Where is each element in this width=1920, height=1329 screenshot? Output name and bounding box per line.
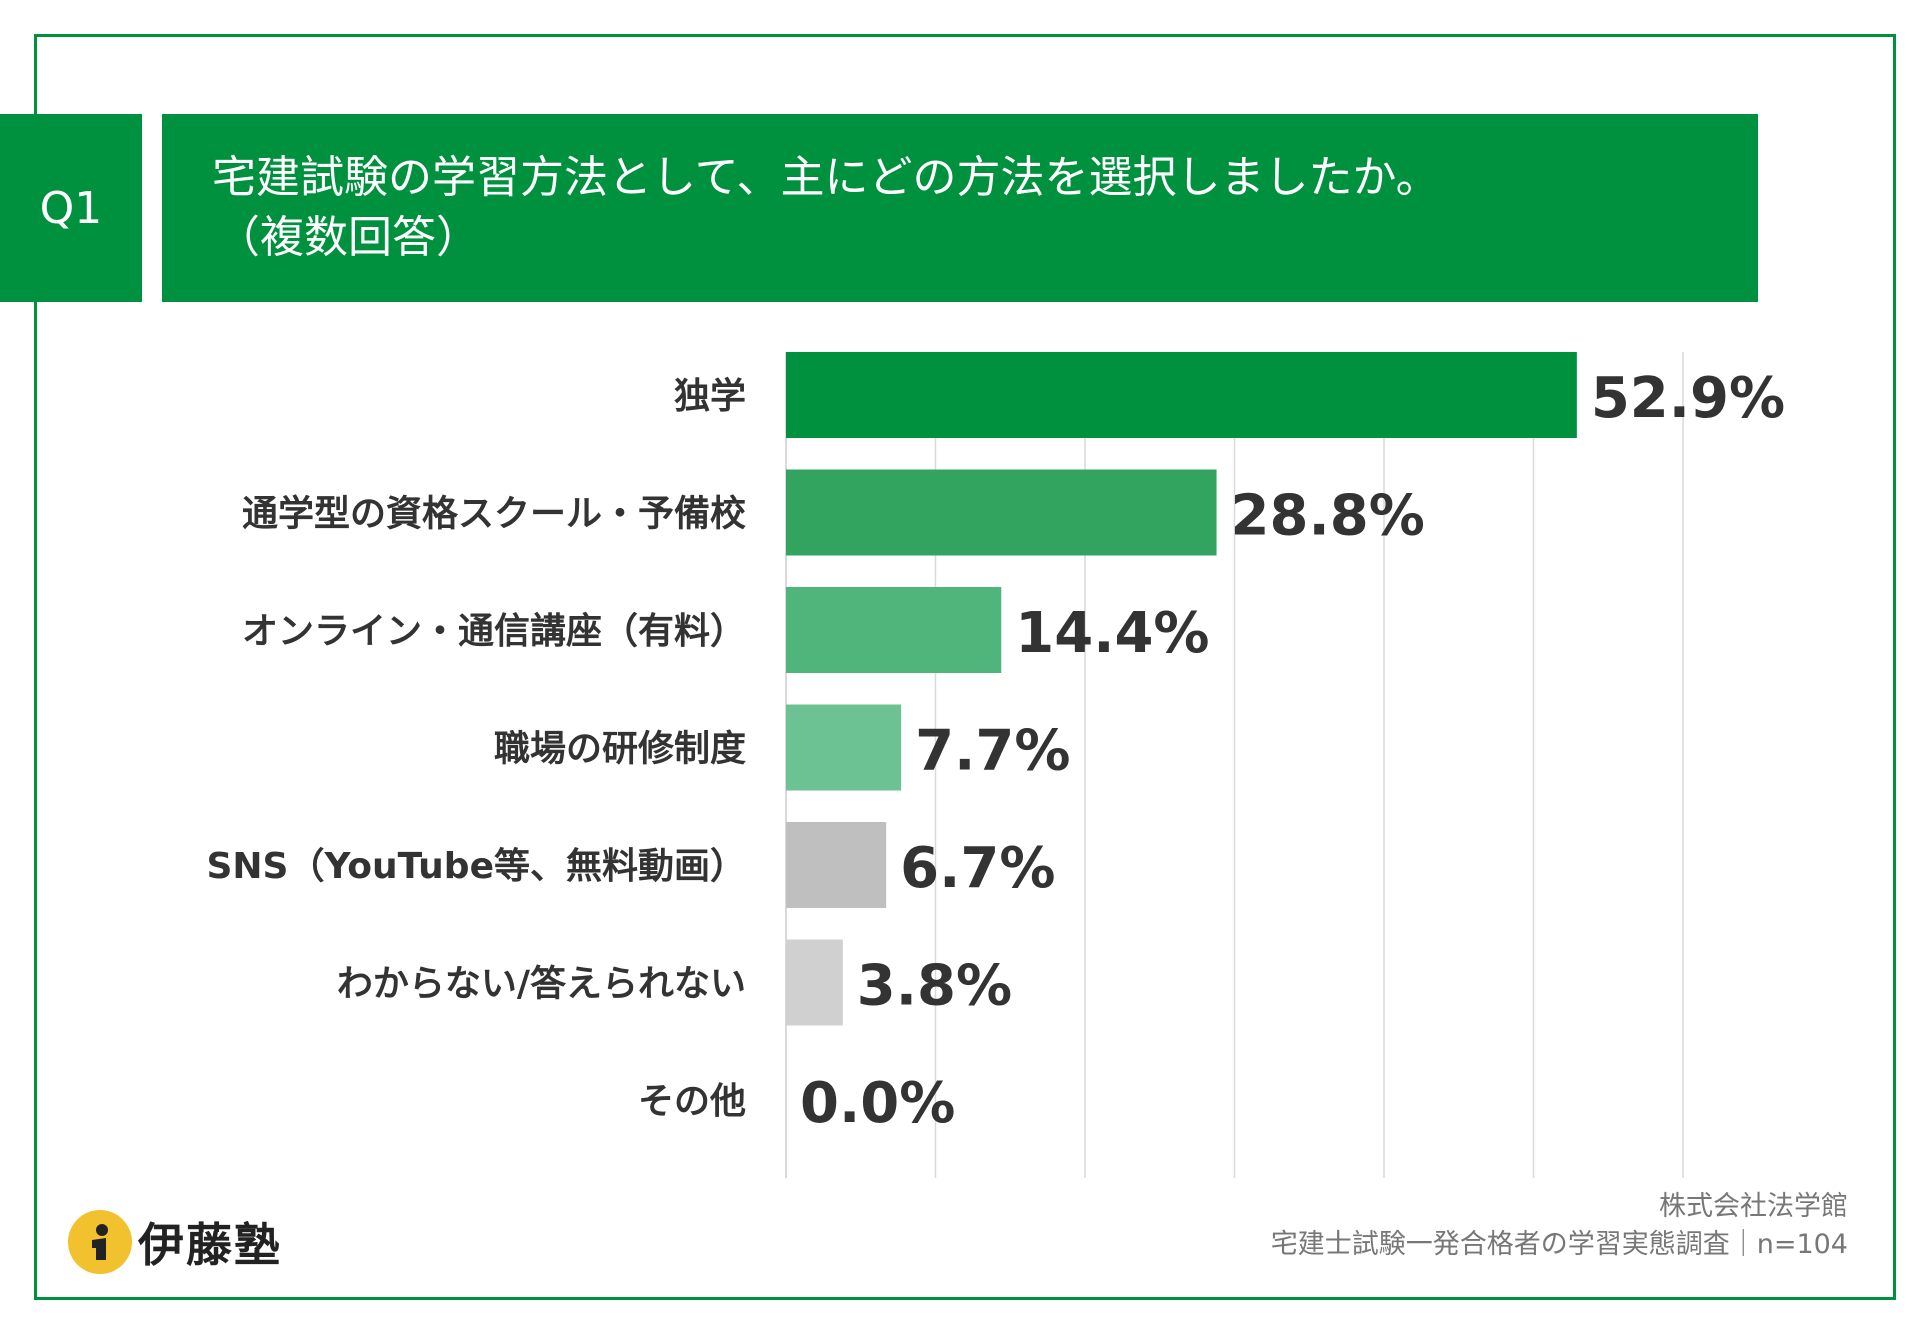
category-label-5: わからない/答えられない [337, 964, 746, 1005]
category-label-4: SNS（YouTube等、無料動画） [206, 846, 746, 887]
source-company: 株式会社法学館 [1659, 1191, 1848, 1222]
value-label-0: 52.9% [1591, 366, 1785, 431]
category-label-3: 職場の研修制度 [494, 729, 746, 770]
value-label-1: 28.8% [1231, 484, 1425, 549]
category-label-6: その他 [638, 1081, 746, 1122]
itojuku-logo-icon [68, 1210, 132, 1274]
brand-logo: 伊藤塾 [66, 1208, 282, 1276]
brand-name: 伊藤塾 [138, 1218, 282, 1272]
category-label-1: 通学型の資格スクール・予備校 [242, 493, 746, 535]
bar-5 [786, 939, 843, 1026]
category-label-2: オンライン・通信講座（有料） [242, 610, 746, 652]
chart-frame [34, 34, 1896, 1300]
bars [786, 352, 1577, 1026]
value-label-4: 6.7% [900, 836, 1055, 901]
question-banner: 宅建試験の学習方法として、主にどの方法を選択しましたか。 （複数回答） [162, 114, 1758, 302]
bar-3 [786, 704, 902, 791]
bar-4 [786, 822, 887, 908]
bar-2 [786, 587, 1002, 673]
bar-0 [786, 352, 1577, 438]
question-text: 宅建試験の学習方法として、主にどの方法を選択しましたか。 [212, 152, 1440, 203]
question-badge: Q1 [0, 114, 142, 302]
question-note: （複数回答） [216, 212, 480, 263]
labels: 独学 52.9% 通学型の資格スクール・予備校 28.8% オンライン・通信講座（有料）… [206, 366, 1785, 1136]
question-number: Q1 [39, 182, 103, 234]
value-label-2: 14.4% [1015, 601, 1209, 666]
source-note: 株式会社法学館 宅建士試験一発合格者の学習実態調査｜n=104 [1271, 1188, 1848, 1264]
bar-1 [786, 469, 1217, 556]
category-label-0: 独学 [674, 375, 746, 417]
source-survey: 宅建士試験一発合格者の学習実態調査｜n=104 [1270, 1229, 1848, 1260]
value-label-6: 0.0% [800, 1071, 955, 1136]
value-label-3: 7.7% [915, 719, 1070, 784]
value-label-5: 3.8% [857, 954, 1012, 1019]
